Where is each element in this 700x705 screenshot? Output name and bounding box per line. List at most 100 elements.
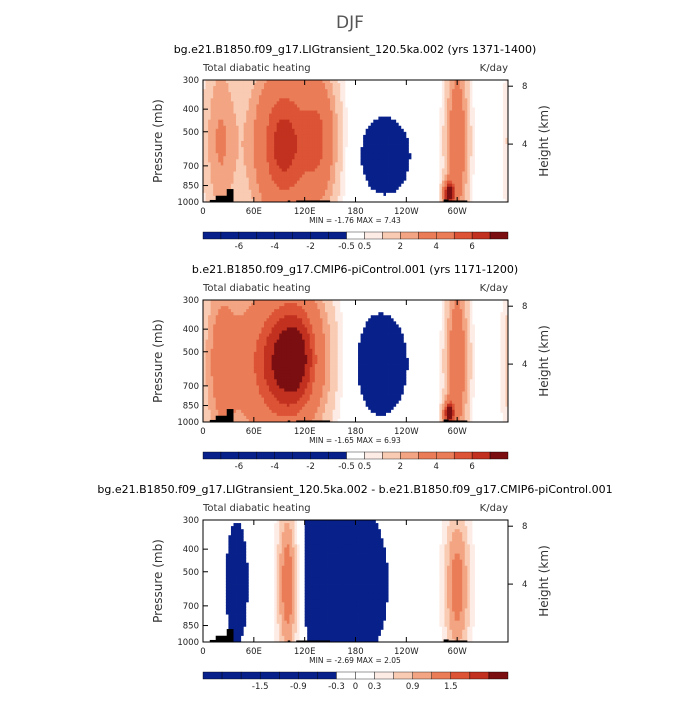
heatmap-cell [437, 196, 440, 199]
heatmap-cell [389, 144, 392, 147]
heatmap-cell [345, 98, 348, 101]
heatmap-cell [429, 156, 432, 159]
heatmap-cell [208, 98, 211, 101]
heatmap-cell [480, 184, 483, 187]
heatmap-cell [503, 98, 506, 101]
heatmap-cell [348, 138, 351, 141]
heatmap-cell [267, 86, 270, 89]
heatmap-cell [206, 196, 209, 199]
heatmap-cell [417, 123, 420, 126]
heatmap-cell [221, 98, 224, 101]
heatmap-cell [244, 92, 247, 95]
heatmap-cell [216, 132, 219, 135]
heatmap-cell [206, 343, 209, 346]
heatmap-cell [325, 120, 328, 123]
heatmap-cell [244, 107, 247, 110]
heatmap-cell [206, 355, 209, 358]
heatmap-cell [320, 150, 323, 153]
heatmap-cell [333, 162, 336, 165]
heatmap-cell [310, 92, 313, 95]
heatmap-cell [241, 89, 244, 92]
heatmap-cell [267, 165, 270, 168]
heatmap-cell [460, 80, 463, 83]
heatmap-cell [218, 150, 221, 153]
heatmap-cell [358, 181, 361, 184]
heatmap-cell [274, 172, 277, 175]
heatmap-cell [251, 129, 254, 132]
heatmap-cell [338, 178, 341, 181]
heatmap-cell [208, 168, 211, 171]
heatmap-cell [241, 120, 244, 123]
heatmap-cell [381, 111, 384, 114]
heatmap-cell [396, 80, 399, 83]
heatmap-cell [206, 153, 209, 156]
heatmap-cell [218, 141, 221, 144]
heatmap-cell [300, 117, 303, 120]
heatmap-cell [231, 165, 234, 168]
heatmap-cell [462, 172, 465, 175]
heatmap-cell [465, 175, 468, 178]
heatmap-cell [208, 111, 211, 114]
heatmap-cell [211, 178, 214, 181]
heatmap-cell [206, 398, 209, 401]
heatmap-cell [480, 187, 483, 190]
heatmap-cell [478, 144, 481, 147]
heatmap-cell [338, 153, 341, 156]
heatmap-cell [462, 187, 465, 190]
heatmap-cell [475, 138, 478, 141]
heatmap-cell [267, 89, 270, 92]
heatmap-cell [455, 193, 458, 196]
heatmap-cell [500, 132, 503, 135]
heatmap-cell [361, 144, 364, 147]
heatmap-cell [495, 114, 498, 117]
heatmap-cell [396, 190, 399, 193]
heatmap-cell [488, 175, 491, 178]
heatmap-cell [373, 168, 376, 171]
heatmap-cell [244, 111, 247, 114]
heatmap-cell [376, 101, 379, 104]
heatmap-cell [437, 153, 440, 156]
heatmap-cell [394, 165, 397, 168]
heatmap-cell [221, 89, 224, 92]
heatmap-cell [381, 129, 384, 132]
heatmap-cell [236, 178, 239, 181]
heatmap-cell [246, 126, 249, 129]
heatmap-cell [256, 135, 259, 138]
heatmap-cell [267, 193, 270, 196]
heatmap-cell [317, 193, 320, 196]
heatmap-cell [282, 147, 285, 150]
heatmap-cell [348, 190, 351, 193]
heatmap-cell [371, 181, 374, 184]
heatmap-cell [249, 83, 252, 86]
heatmap-cell [432, 162, 435, 165]
heatmap-cell [289, 123, 292, 126]
heatmap-cell [259, 172, 262, 175]
heatmap-cell [485, 193, 488, 196]
heatmap-cell [467, 120, 470, 123]
heatmap-cell [223, 187, 226, 190]
heatmap-cell [284, 162, 287, 165]
heatmap-cell [419, 193, 422, 196]
heatmap-cell [450, 193, 453, 196]
heatmap-cell [343, 144, 346, 147]
heatmap-cell [307, 168, 310, 171]
heatmap-cell [399, 196, 402, 199]
heatmap-cell [498, 135, 501, 138]
heatmap-cell [460, 135, 463, 138]
heatmap-cell [457, 98, 460, 101]
heatmap-cell [406, 89, 409, 92]
heatmap-cell [246, 80, 249, 83]
heatmap-cell [465, 150, 468, 153]
heatmap-cell [244, 159, 247, 162]
heatmap-cell [208, 117, 211, 120]
heatmap-cell [206, 175, 209, 178]
heatmap-cell [251, 135, 254, 138]
heatmap-cell [363, 98, 366, 101]
heatmap-cell [277, 178, 280, 181]
heatmap-cell [373, 144, 376, 147]
heatmap-cell [208, 196, 211, 199]
heatmap-cell [422, 168, 425, 171]
heatmap-cell [292, 107, 295, 110]
heatmap-cell [396, 153, 399, 156]
heatmap-cell [325, 184, 328, 187]
